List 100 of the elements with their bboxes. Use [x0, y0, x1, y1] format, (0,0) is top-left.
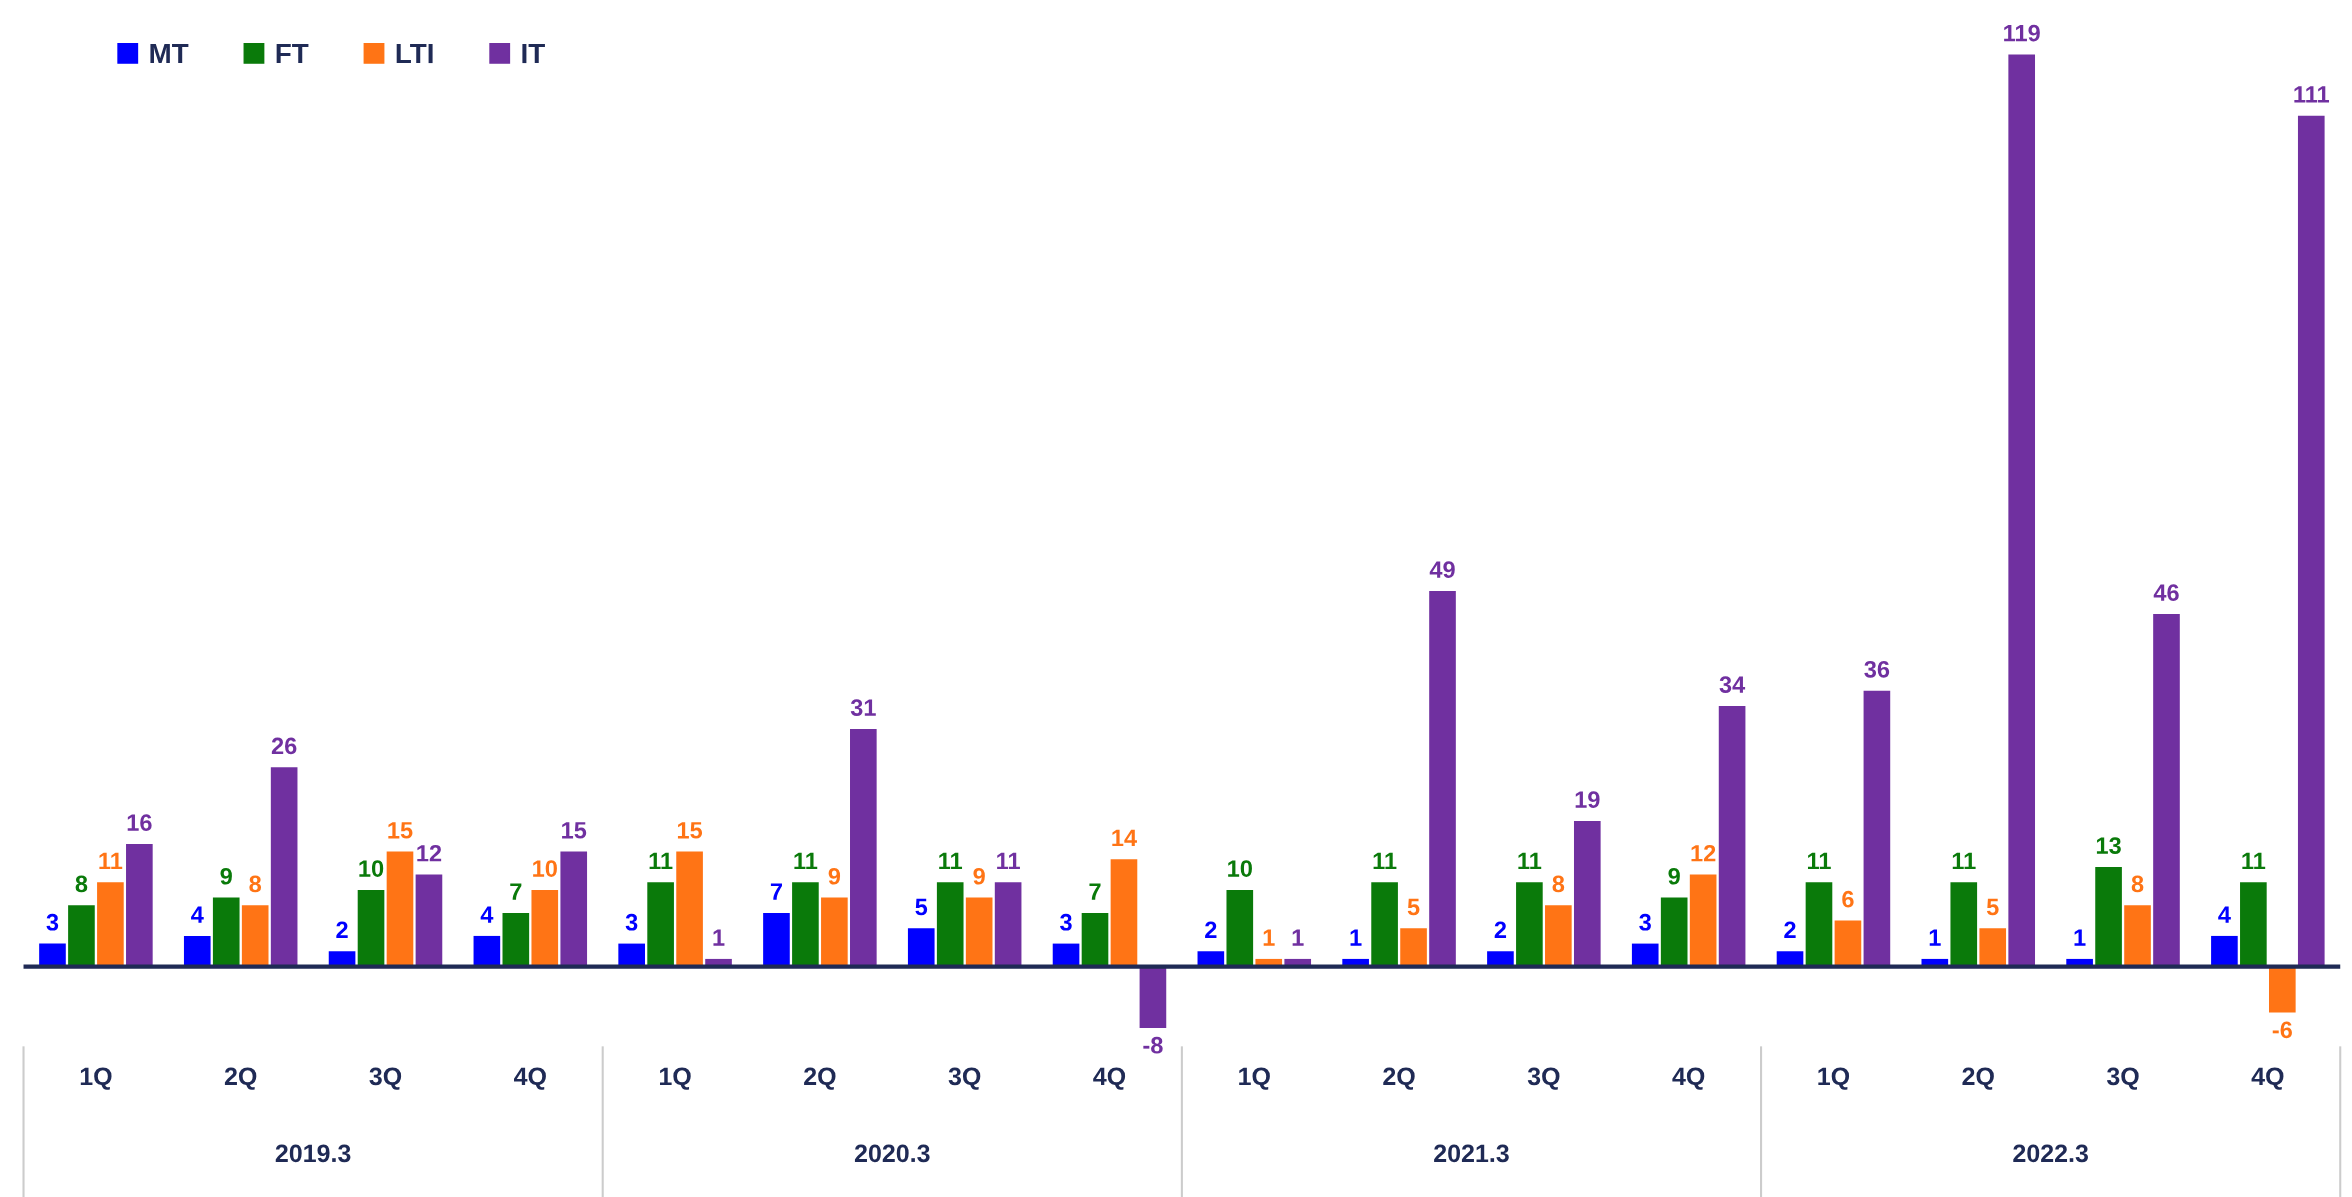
data-label: 7: [770, 883, 782, 900]
data-label: 14: [1112, 829, 1137, 847]
data-label: 36: [1864, 660, 1890, 678]
text: 2019.3: [275, 1144, 351, 1163]
data-label: 11: [1518, 852, 1542, 870]
bar: [2008, 54, 2036, 967]
bar: [560, 851, 588, 967]
data-label: 34: [1719, 676, 1746, 694]
data-label: 11: [1952, 852, 1976, 870]
bar: [792, 882, 819, 967]
bar: [1573, 820, 1601, 967]
data-label: 19: [1575, 791, 1600, 808]
data-label: 2: [1494, 921, 1507, 939]
bar: [241, 905, 269, 967]
data-label: 49: [1429, 561, 1455, 578]
data-label: 46: [2153, 584, 2179, 601]
bar: [1371, 882, 1398, 967]
data-label: 9: [973, 867, 985, 885]
x-tick-label: 4Q: [1093, 1067, 1126, 1090]
legend-label: FT: [276, 43, 309, 64]
x-tick-label: 3Q: [948, 1067, 981, 1090]
data-label: 111: [2294, 86, 2330, 103]
data-label: 1: [1929, 929, 1941, 946]
bar: [97, 882, 124, 967]
data-label: 9: [220, 867, 232, 885]
bar: [994, 882, 1022, 967]
data-label: 16: [127, 814, 152, 831]
data-label: 1: [1263, 929, 1275, 946]
data-label: 9: [1668, 867, 1680, 885]
data-label: 2: [336, 921, 348, 939]
data-label: 11: [1373, 852, 1397, 870]
bar: [676, 851, 703, 967]
data-label: 4: [480, 906, 494, 923]
text: 2022.3: [2013, 1144, 2088, 1163]
data-label: 31: [850, 699, 876, 716]
data-label: 2: [1784, 921, 1796, 939]
data-label: 6: [1842, 890, 1854, 908]
bar: [415, 874, 443, 967]
data-label: 12: [417, 844, 442, 862]
data-label: -6: [2272, 1021, 2292, 1039]
bar: [1545, 905, 1572, 967]
bar: [270, 767, 298, 967]
bar: [1805, 882, 1833, 967]
bar: [1139, 966, 1167, 1028]
bar: [1689, 874, 1717, 967]
bar: [386, 851, 414, 967]
data-label: 12: [1691, 844, 1716, 862]
x-tick-label: 1Q: [1818, 1067, 1850, 1090]
data-label: 9: [828, 867, 841, 885]
x-tick-label: 2Q: [1383, 1067, 1415, 1090]
data-label: 1: [2074, 929, 2086, 946]
data-label: 15: [562, 822, 587, 839]
bar: [763, 912, 790, 967]
data-label: 2: [1205, 921, 1217, 939]
data-label: 1: [1292, 929, 1304, 946]
data-label: 15: [677, 822, 703, 839]
bar: [2240, 882, 2267, 967]
bar: [1660, 897, 1688, 967]
data-label: 7: [510, 883, 522, 900]
bar: [1429, 591, 1456, 967]
x-tick-label: 2Q: [804, 1067, 836, 1090]
bar: [907, 928, 935, 967]
data-label: 11: [997, 852, 1020, 870]
bar: [1863, 690, 1891, 967]
data-label: 3: [625, 913, 638, 931]
data-label: 5: [915, 898, 928, 916]
x-tick-label: 1Q: [1239, 1067, 1270, 1090]
bar: [1631, 943, 1659, 967]
text: 2021.3: [1434, 1144, 1509, 1163]
data-label: 10: [533, 860, 557, 877]
data-label: 119: [2004, 24, 2040, 42]
data-label: 8: [1552, 875, 1565, 893]
x-tick-label: 1Q: [660, 1067, 691, 1090]
bar: [2095, 866, 2122, 967]
data-label: 11: [649, 852, 673, 870]
data-label: 5: [1986, 898, 1999, 916]
data-label: -8: [1143, 1036, 1163, 1054]
data-label: 3: [46, 913, 59, 931]
bar: [2124, 905, 2151, 967]
legend-label: IT: [522, 43, 545, 64]
x-tick-label: 2Q: [224, 1067, 257, 1090]
bar: [821, 897, 848, 967]
bar: [502, 912, 530, 967]
data-label: 10: [1228, 860, 1252, 877]
data-label: 3: [1060, 913, 1072, 931]
data-label: 11: [99, 852, 123, 870]
bar: [1950, 882, 1978, 967]
bar: [357, 889, 385, 967]
bar: [965, 897, 993, 967]
x-tick-label: 4Q: [1672, 1067, 1705, 1090]
bar: [1979, 928, 2007, 967]
bar: [647, 882, 674, 967]
bar: [2297, 115, 2325, 967]
bar: [126, 843, 153, 967]
data-label: 4: [2218, 906, 2231, 923]
x-tick-label: 3Q: [2106, 1067, 2139, 1090]
bar: [2211, 935, 2238, 967]
bar: [531, 889, 559, 967]
bar: [1400, 928, 1427, 967]
data-label: 3: [1639, 913, 1651, 931]
